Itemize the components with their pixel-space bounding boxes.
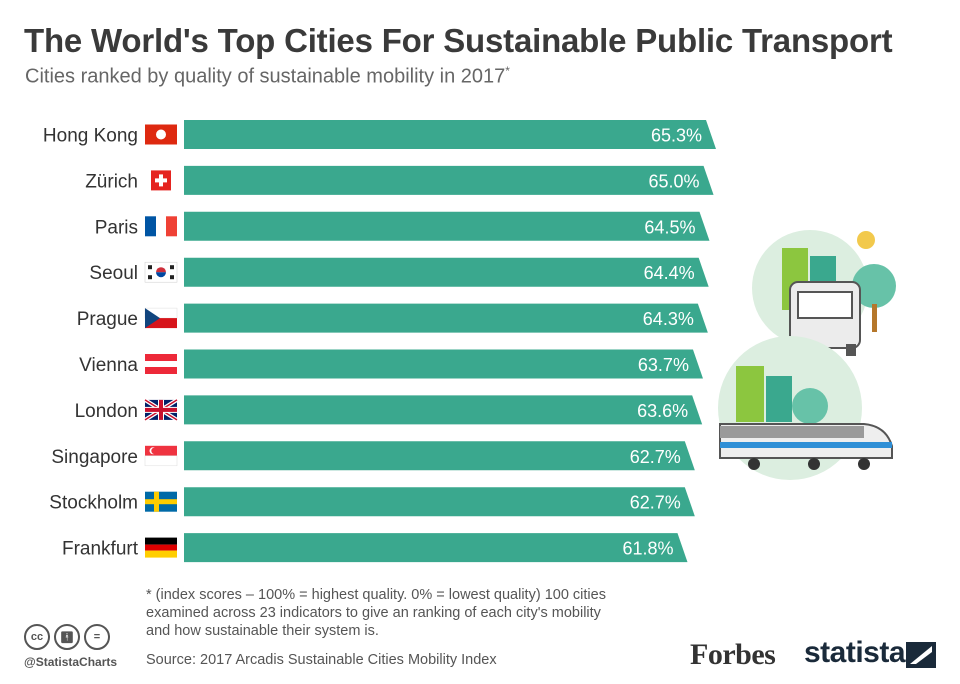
hong-kong-flag <box>145 124 177 145</box>
data-label: 63.6% <box>637 401 688 421</box>
category-label: Singapore <box>51 447 138 468</box>
category-label: Hong Kong <box>43 126 138 147</box>
tree-trunk-icon <box>872 304 877 332</box>
france-flag <box>145 216 177 237</box>
category-label: Zürich <box>85 171 138 192</box>
category-label: Prague <box>77 309 138 330</box>
chart-title: The World's Top Cities For Sustainable P… <box>24 22 893 59</box>
sun-icon <box>857 231 875 249</box>
tree-icon <box>852 264 896 308</box>
tree-icon <box>792 388 828 424</box>
license-icons: cc 🚹︎ = <box>24 624 110 650</box>
train-wheel-icon <box>858 458 870 470</box>
train-stripe-icon <box>720 442 892 448</box>
data-label: 64.4% <box>644 263 695 283</box>
creative-commons-icon: cc <box>24 624 50 650</box>
data-label: 62.7% <box>630 447 681 467</box>
south-korea-flag <box>144 261 178 283</box>
subtitle-text: Cities ranked by quality of sustainable … <box>25 65 506 88</box>
train-wheel-icon <box>808 458 820 470</box>
bus-wheel-icon <box>846 344 856 356</box>
twitter-handle: @StatistaCharts <box>24 655 118 669</box>
building-icon <box>736 366 764 422</box>
subtitle-footnote-marker: * <box>505 64 510 78</box>
data-label: 63.7% <box>638 355 689 375</box>
sweden-flag <box>145 491 177 512</box>
transport-illustration <box>718 230 896 480</box>
bar <box>184 120 716 149</box>
bar <box>184 257 709 287</box>
bar <box>184 395 703 425</box>
category-label: Frankfurt <box>62 539 139 560</box>
statista-mark-icon <box>906 642 936 668</box>
category-label: London <box>75 401 138 422</box>
switzerland-flag <box>151 170 171 191</box>
data-label: 65.3% <box>651 126 702 146</box>
austria-flag <box>145 354 177 374</box>
chart-subtitle: Cities ranked by quality of sustainable … <box>25 64 510 89</box>
czech-flag <box>144 307 178 329</box>
bar-chart: Hong Kong 65.3% Zürich 65.0% Paris 64.5% Seoul… <box>43 120 716 563</box>
building-icon <box>766 376 792 422</box>
bar <box>184 441 695 471</box>
category-label: Paris <box>95 217 138 238</box>
attribution-icon: 🚹︎ <box>54 624 80 650</box>
data-label: 62.7% <box>630 493 681 513</box>
train-wheel-icon <box>748 458 760 470</box>
category-label: Stockholm <box>49 493 138 514</box>
data-label: 65.0% <box>649 171 700 191</box>
bar <box>184 349 703 379</box>
bar <box>184 487 695 517</box>
data-label: 61.8% <box>622 539 673 559</box>
category-label: Vienna <box>79 355 138 376</box>
bar <box>184 303 708 333</box>
category-label: Seoul <box>89 263 138 284</box>
no-derivatives-icon: = <box>84 624 110 650</box>
chart-footnote: * (index scores – 100% = highest quality… <box>146 587 606 639</box>
germany-flag <box>145 537 177 558</box>
train-windows-icon <box>720 426 864 438</box>
data-label: 64.3% <box>643 309 694 329</box>
statista-logo: statista <box>804 636 906 669</box>
bar <box>184 165 714 195</box>
chart-source: Source: 2017 Arcadis Sustainable Cities … <box>146 652 497 668</box>
bar <box>184 211 710 241</box>
singapore-flag <box>144 445 178 467</box>
bus-window-icon <box>797 291 853 319</box>
bar <box>184 533 688 563</box>
uk-flag <box>143 398 179 422</box>
forbes-logo: Forbes <box>690 638 776 671</box>
data-label: 64.5% <box>644 217 695 237</box>
